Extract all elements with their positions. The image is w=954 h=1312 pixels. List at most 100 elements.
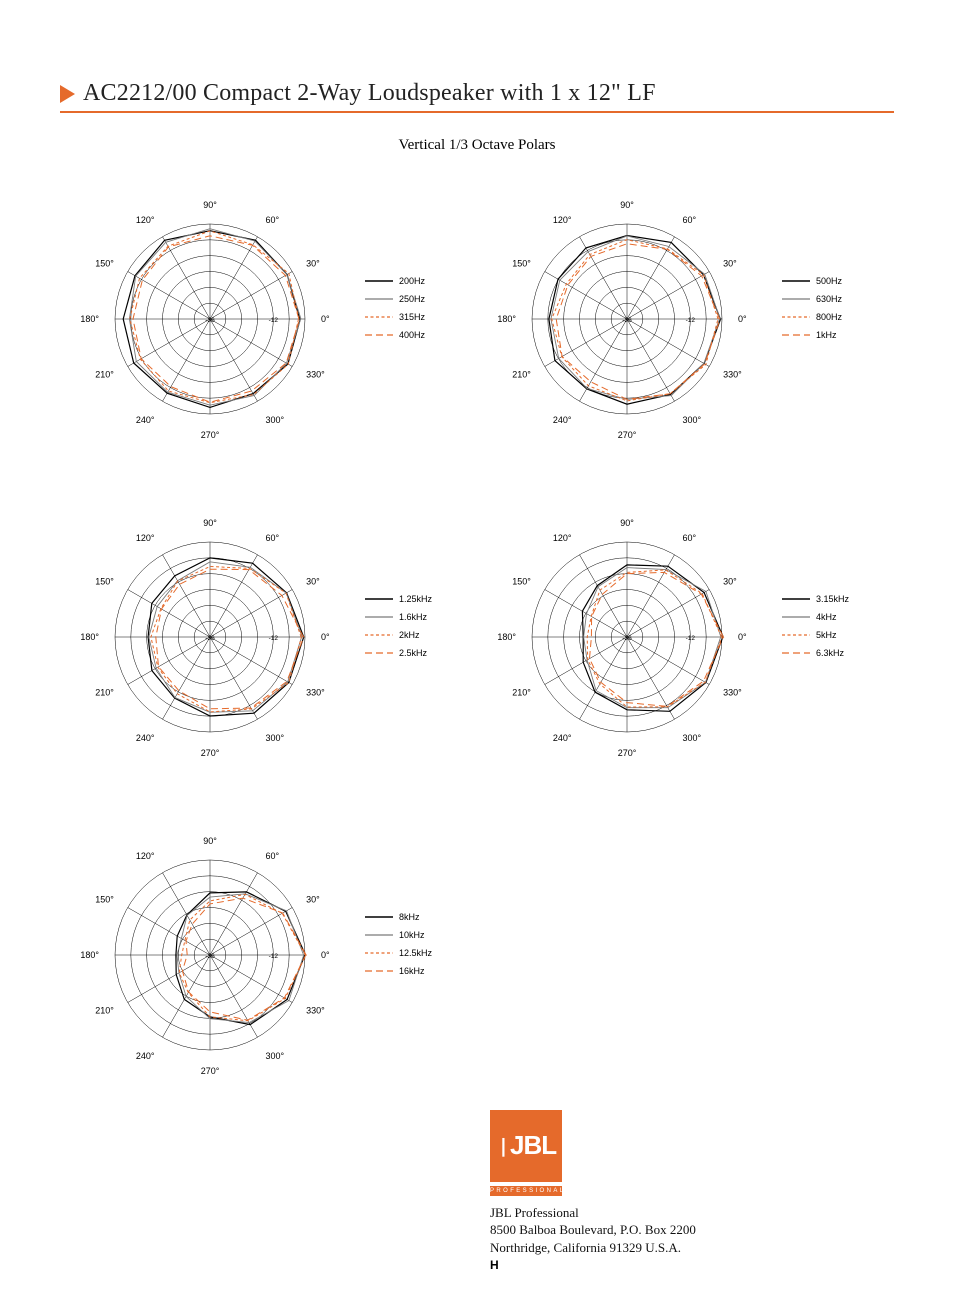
svg-text:180°: 180° (80, 950, 99, 960)
legend-label: 315Hz (399, 312, 425, 322)
chart-wrap: 0°30°60°90°120°150°180°210°240°270°300°3… (60, 800, 370, 1115)
legend-swatch (782, 330, 810, 340)
svg-text:150°: 150° (95, 576, 114, 586)
legend-row: 800Hz (782, 312, 842, 322)
svg-text:120°: 120° (136, 532, 155, 542)
chart-cell: 0°30°60°90°120°150°180°210°240°270°300°3… (477, 164, 894, 474)
legend-swatch (365, 912, 393, 922)
legend-3: 3.15kHz 4kHz 5kHz 6.3kHz (782, 594, 849, 666)
jbl-logo: ❘JBL (490, 1110, 562, 1182)
legend-label: 2kHz (399, 630, 420, 640)
chart-cell: 0°30°60°90°120°150°180°210°240°270°300°3… (60, 482, 477, 792)
svg-text:90°: 90° (620, 518, 634, 528)
legend-0: 200Hz 250Hz 315Hz 400Hz (365, 276, 425, 348)
polar-chart-4: 0°30°60°90°120°150°180°210°240°270°300°3… (60, 800, 370, 1110)
svg-text:210°: 210° (95, 687, 114, 697)
legend-row: 1kHz (782, 330, 842, 340)
legend-swatch (365, 612, 393, 622)
svg-text:120°: 120° (136, 850, 155, 860)
legend-row: 250Hz (365, 294, 425, 304)
svg-text:0°: 0° (321, 632, 330, 642)
svg-text:-12: -12 (269, 635, 279, 642)
legend-swatch (782, 312, 810, 322)
svg-text:180°: 180° (497, 314, 516, 324)
chart-section-title: Vertical 1/3 Octave Polars (60, 137, 894, 154)
chart-wrap: 0°30°60°90°120°150°180°210°240°270°300°3… (60, 164, 370, 479)
legend-label: 5kHz (816, 630, 837, 640)
svg-text:150°: 150° (512, 576, 531, 586)
svg-text:150°: 150° (95, 258, 114, 268)
address-block: JBL Professional 8500 Balboa Boulevard, … (490, 1204, 894, 1257)
svg-text:180°: 180° (80, 632, 99, 642)
legend-row: 4kHz (782, 612, 849, 622)
svg-text:90°: 90° (203, 200, 217, 210)
svg-text:-12: -12 (686, 317, 696, 324)
chart-cell: 0°30°60°90°120°150°180°210°240°270°300°3… (60, 800, 477, 1110)
legend-row: 6.3kHz (782, 648, 849, 658)
h-mark: H (490, 1258, 894, 1272)
legend-label: 8kHz (399, 912, 420, 922)
svg-text:-36: -36 (622, 635, 632, 642)
svg-text:240°: 240° (136, 415, 155, 425)
legend-row: 3.15kHz (782, 594, 849, 604)
legend-label: 1.25kHz (399, 594, 432, 604)
legend-swatch (365, 330, 393, 340)
legend-label: 250Hz (399, 294, 425, 304)
svg-text:300°: 300° (266, 733, 285, 743)
legend-swatch (365, 594, 393, 604)
svg-text:240°: 240° (553, 733, 572, 743)
svg-text:60°: 60° (266, 532, 280, 542)
svg-text:210°: 210° (512, 369, 531, 379)
legend-label: 2.5kHz (399, 648, 427, 658)
svg-text:-36: -36 (622, 317, 632, 324)
svg-text:60°: 60° (266, 850, 280, 860)
legend-row: 2kHz (365, 630, 432, 640)
svg-text:-12: -12 (686, 635, 696, 642)
legend-swatch (782, 276, 810, 286)
svg-text:270°: 270° (201, 430, 220, 440)
legend-1: 500Hz 630Hz 800Hz 1kHz (782, 276, 842, 348)
legend-swatch (365, 312, 393, 322)
svg-text:330°: 330° (723, 369, 742, 379)
svg-text:240°: 240° (553, 415, 572, 425)
legend-label: 12.5kHz (399, 948, 432, 958)
legend-swatch (365, 294, 393, 304)
chart-wrap: 0°30°60°90°120°150°180°210°240°270°300°3… (477, 164, 787, 479)
svg-text:240°: 240° (136, 1051, 155, 1061)
legend-label: 630Hz (816, 294, 842, 304)
polar-chart-0: 0°30°60°90°120°150°180°210°240°270°300°3… (60, 164, 370, 474)
svg-text:60°: 60° (266, 214, 280, 224)
legend-swatch (365, 966, 393, 976)
svg-text:270°: 270° (618, 748, 637, 758)
legend-label: 1.6kHz (399, 612, 427, 622)
jbl-logo-text: ❘JBL (496, 1130, 556, 1161)
svg-text:-36: -36 (205, 953, 215, 960)
legend-swatch (782, 648, 810, 658)
svg-text:30°: 30° (723, 258, 737, 268)
svg-text:0°: 0° (738, 314, 747, 324)
svg-text:-36: -36 (205, 317, 215, 324)
svg-text:330°: 330° (306, 369, 325, 379)
company-name: JBL Professional (490, 1204, 894, 1222)
svg-text:210°: 210° (95, 1005, 114, 1015)
legend-label: 10kHz (399, 930, 425, 940)
svg-text:120°: 120° (553, 214, 572, 224)
svg-text:-36: -36 (205, 635, 215, 642)
svg-text:330°: 330° (306, 687, 325, 697)
svg-text:330°: 330° (306, 1005, 325, 1015)
svg-text:180°: 180° (80, 314, 99, 324)
legend-swatch (365, 630, 393, 640)
page: AC2212/00 Compact 2-Way Loudspeaker with… (0, 0, 954, 1312)
legend-row: 200Hz (365, 276, 425, 286)
legend-swatch (782, 612, 810, 622)
legend-swatch (365, 948, 393, 958)
svg-text:150°: 150° (95, 894, 114, 904)
address-line-2: Northridge, California 91329 U.S.A. (490, 1239, 894, 1257)
chart-wrap: 0°30°60°90°120°150°180°210°240°270°300°3… (60, 482, 370, 797)
svg-text:60°: 60° (683, 214, 697, 224)
legend-swatch (365, 930, 393, 940)
legend-row: 8kHz (365, 912, 432, 922)
svg-text:30°: 30° (306, 576, 320, 586)
svg-text:30°: 30° (306, 258, 320, 268)
footer: ❘JBL PROFESSIONAL JBL Professional 8500 … (490, 1110, 894, 1273)
